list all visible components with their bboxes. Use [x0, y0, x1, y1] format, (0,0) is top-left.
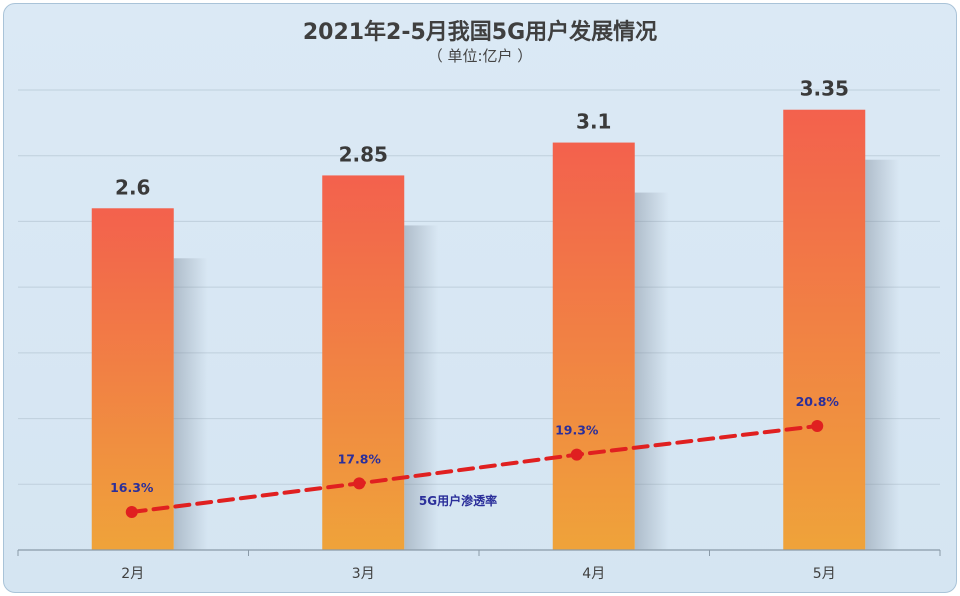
penetration-label: 16.3%	[110, 480, 154, 495]
penetration-point	[811, 420, 824, 432]
bar-shadow	[634, 192, 669, 551]
x-tick-label: 5月	[813, 566, 836, 582]
bar-value-label: 3.1	[576, 110, 611, 134]
bar-value-label: 2.6	[115, 175, 150, 199]
bar-value-label: 2.85	[339, 142, 388, 166]
penetration-point	[570, 448, 583, 461]
penetration-label: 20.8%	[796, 394, 840, 409]
bar-shadows	[173, 159, 900, 551]
value-labels: 2.6 2.85 3.1 3.35	[115, 77, 849, 200]
penetration-point	[353, 477, 366, 490]
penetration-label: 19.3%	[555, 423, 599, 438]
penetration-point	[125, 506, 138, 518]
bar	[322, 175, 405, 550]
penetration-label: 17.8%	[338, 451, 382, 466]
penetration-line: 16.3% 17.8% 19.3% 20.8% 5G用户渗透率	[110, 394, 839, 518]
bars	[91, 109, 866, 551]
bar-shadow	[404, 225, 439, 550]
bar-shadow	[865, 159, 900, 550]
x-axis: 2月 3月 4月 5月	[17, 549, 941, 582]
penetration-line-path	[129, 424, 820, 514]
line-series-name: 5G用户渗透率	[419, 493, 497, 508]
x-tick-label: 3月	[352, 566, 375, 582]
x-tick-label: 4月	[582, 566, 605, 582]
x-tick-label: 2月	[121, 566, 144, 582]
chart-title: 2021年2-5月我国5G用户发展情况	[302, 20, 658, 45]
bar-value-label: 3.35	[800, 77, 849, 101]
bar	[783, 109, 866, 550]
bar	[552, 142, 635, 551]
bar	[91, 208, 174, 551]
chart-subtitle: （ 单位:亿户 ）	[427, 47, 533, 65]
